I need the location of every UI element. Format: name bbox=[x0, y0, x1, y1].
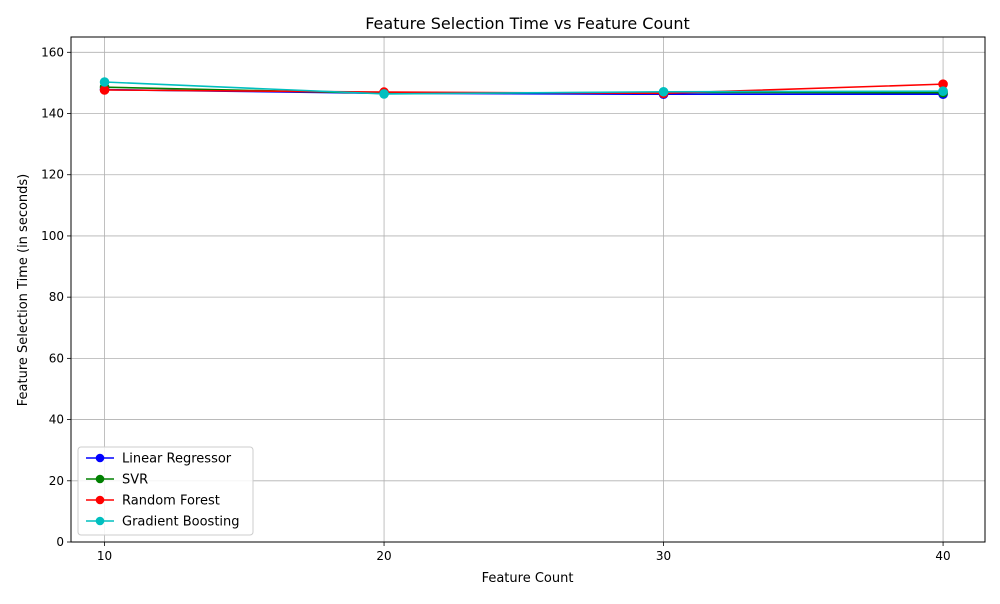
legend-label-svr: SVR bbox=[122, 473, 148, 488]
legend-label-gradient-boosting: Gradient Boosting bbox=[122, 515, 240, 530]
legend-marker-random-forest bbox=[95, 495, 105, 505]
legend-label-linear-regressor: Linear Regressor bbox=[122, 452, 232, 467]
x-axis-label: Feature Count bbox=[482, 571, 574, 586]
plot-frame bbox=[70, 36, 986, 543]
data-point-gradient-boosting bbox=[99, 77, 110, 87]
legend-marker-linear-regressor bbox=[95, 453, 105, 463]
y-tick-label: 80 bbox=[49, 290, 64, 304]
grid-layer bbox=[71, 37, 985, 543]
y-tick-label: 40 bbox=[49, 413, 64, 427]
y-tick-label: 160 bbox=[41, 45, 64, 59]
legend: Linear Regressor SVR Random Forest Gradient… bbox=[77, 446, 254, 536]
y-tick-label: 120 bbox=[41, 168, 64, 182]
y-tick-label: 20 bbox=[49, 474, 64, 488]
y-tick-label: 0 bbox=[56, 535, 64, 549]
legend-marker-gradient-boosting bbox=[95, 516, 105, 526]
series-layer bbox=[99, 77, 948, 100]
legend-label-random-forest: Random Forest bbox=[122, 494, 220, 509]
data-point-gradient-boosting bbox=[938, 86, 948, 96]
series-line-gradient-boosting bbox=[104, 81, 944, 95]
y-tick-label: 100 bbox=[41, 229, 64, 243]
y-tick-label: 60 bbox=[49, 351, 64, 365]
x-tick-label: 20 bbox=[376, 549, 391, 563]
data-point-gradient-boosting bbox=[379, 89, 389, 99]
tick-layer: 10 20 30 40 0 20 40 60 80 100 120 140 160 bbox=[41, 45, 951, 563]
x-tick-label: 10 bbox=[97, 549, 112, 563]
y-axis-label: Feature Selection Time (in seconds) bbox=[16, 174, 31, 407]
y-tick-label: 140 bbox=[41, 107, 64, 121]
data-point-random-forest bbox=[99, 85, 110, 95]
chart-title: Feature Selection Time vs Feature Count bbox=[365, 14, 690, 33]
x-tick-label: 40 bbox=[935, 549, 950, 563]
legend-box bbox=[77, 446, 254, 536]
legend-marker-svr bbox=[95, 474, 105, 484]
data-point-gradient-boosting bbox=[658, 86, 669, 97]
x-tick-label: 30 bbox=[656, 549, 671, 563]
